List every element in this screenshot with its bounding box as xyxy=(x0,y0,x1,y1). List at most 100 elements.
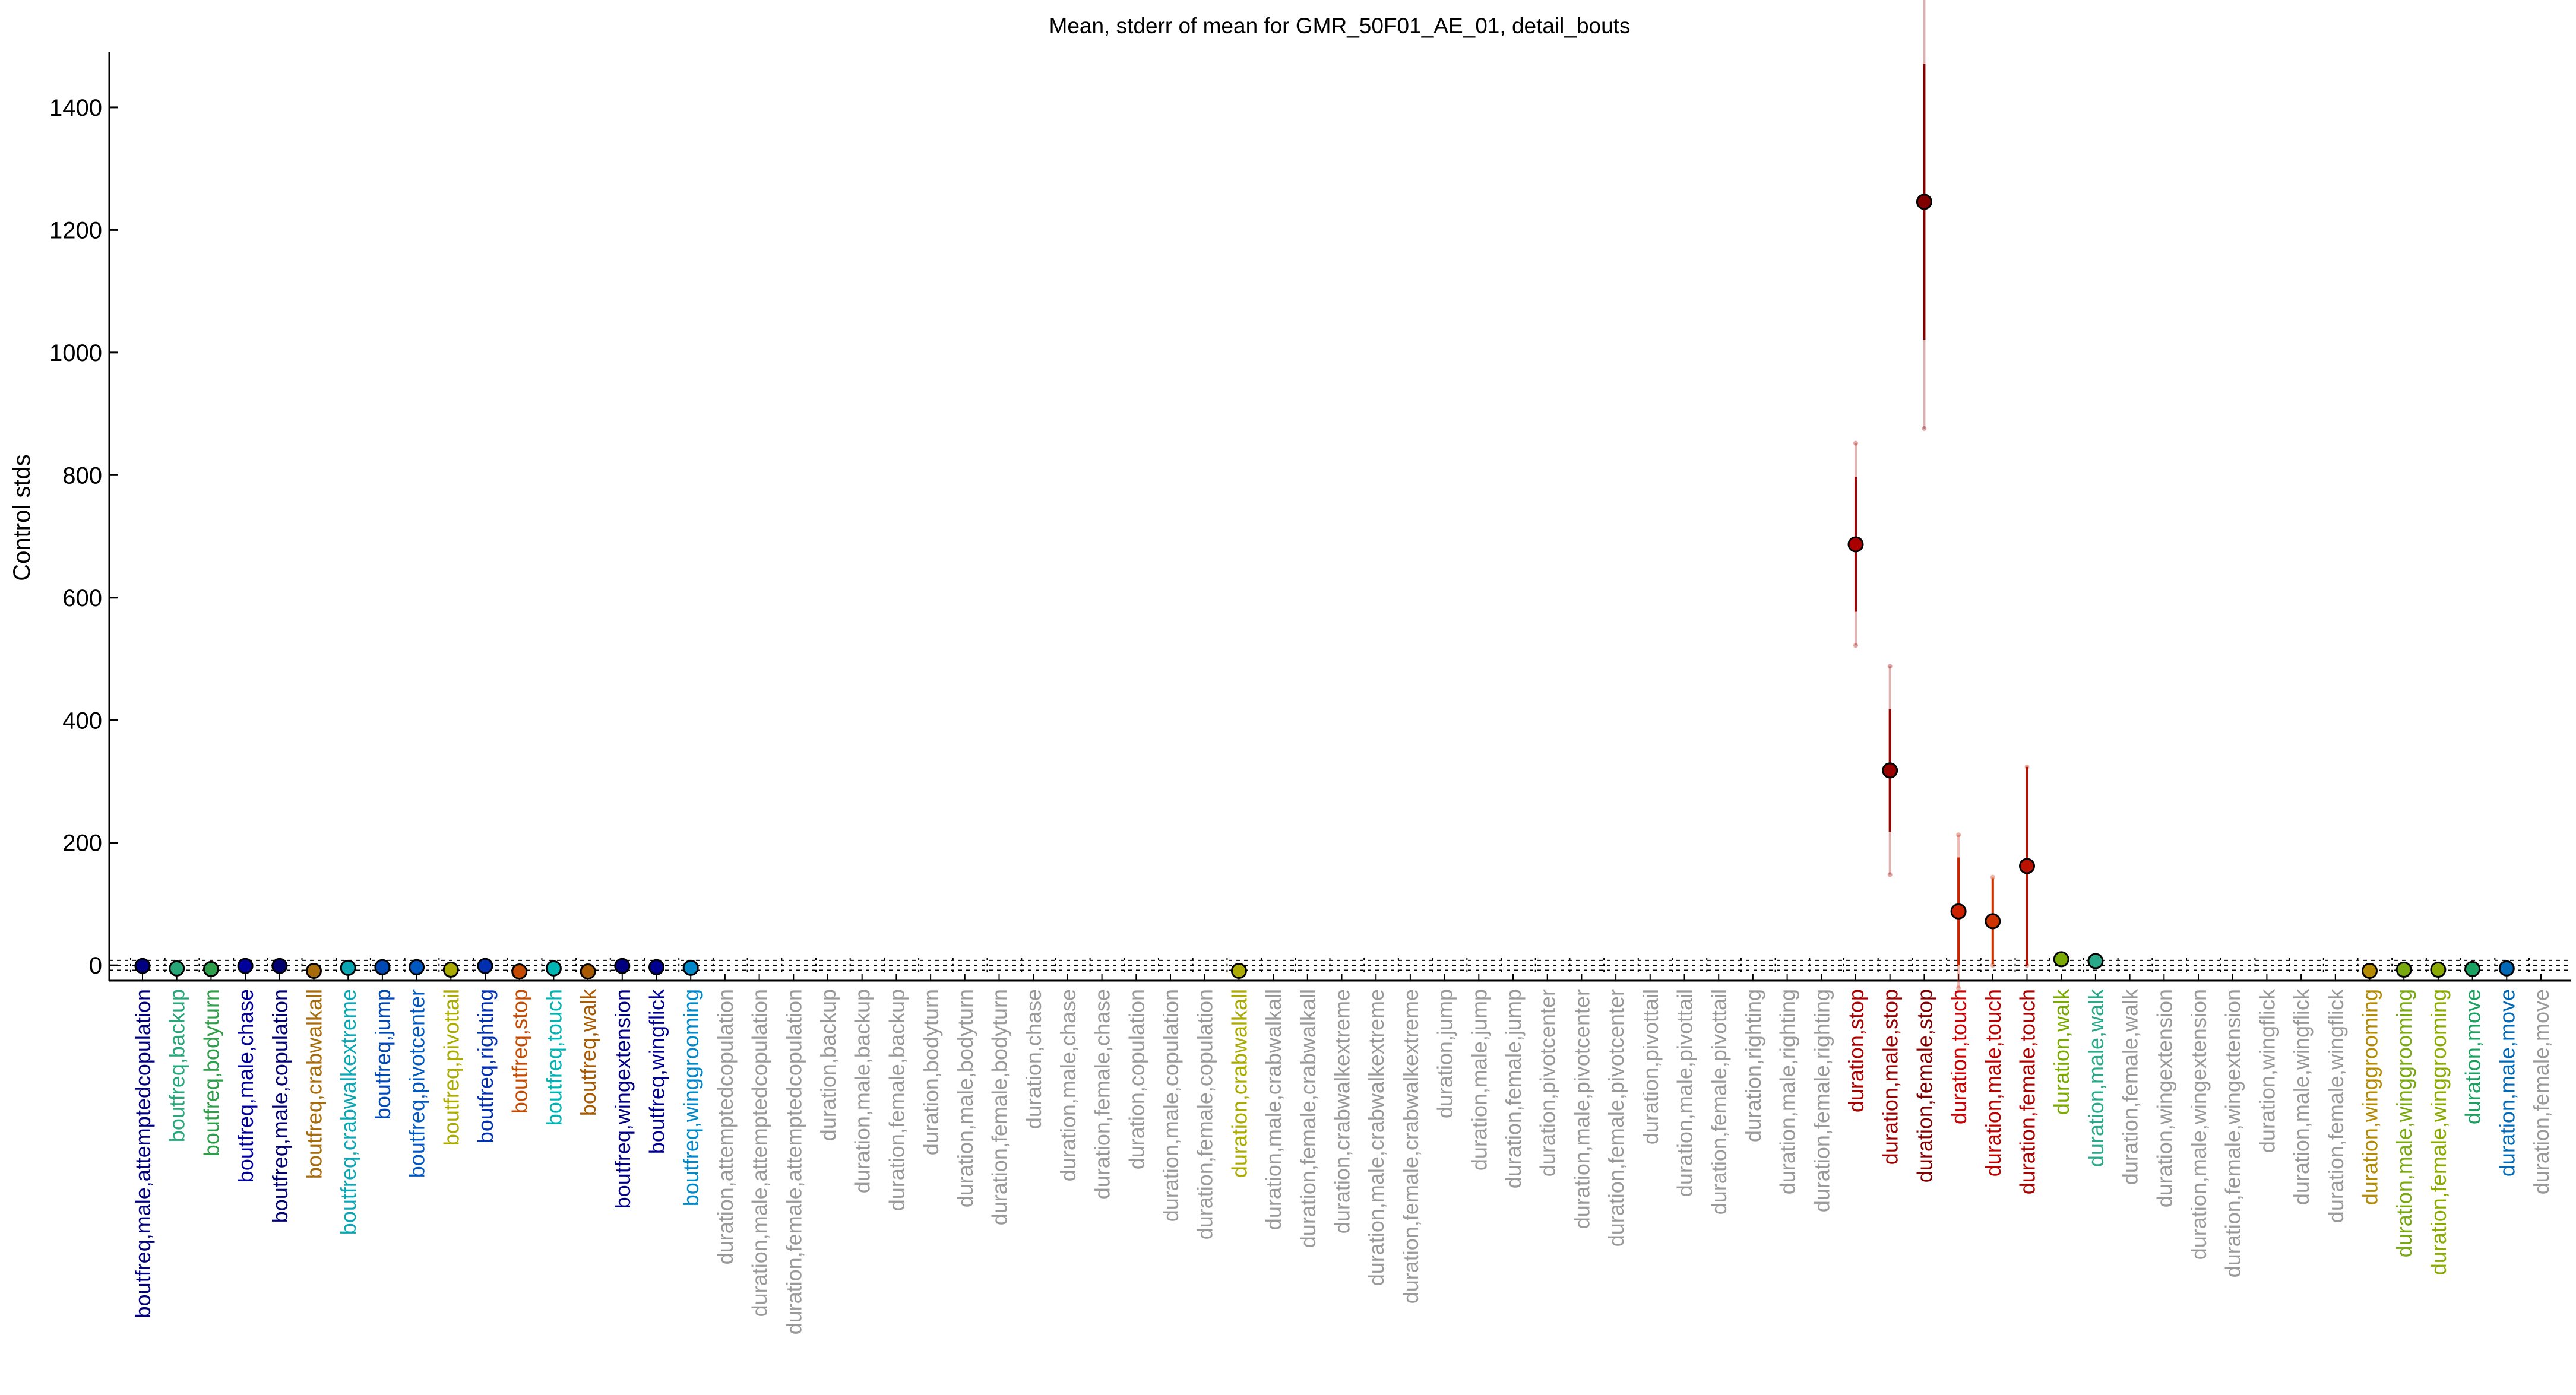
x-tick-label: boutfreq,winggrooming xyxy=(679,989,703,1206)
y-tick-label: 800 xyxy=(62,462,102,489)
x-tick-label: duration,stop xyxy=(1844,989,1868,1112)
error-bar-cap xyxy=(1990,963,1995,968)
x-tick-label: duration,pivotcenter xyxy=(1536,989,1560,1177)
x-tick-label: boutfreq,touch xyxy=(542,989,566,1125)
y-tick-label: 200 xyxy=(62,830,102,857)
x-tick-label: duration,move xyxy=(2461,989,2485,1124)
error-bars xyxy=(1853,0,2030,991)
x-tick-label: duration,female,stop xyxy=(1912,989,1936,1182)
x-tick-label: boutfreq,righting xyxy=(473,989,498,1143)
x-tick-label: duration,crabwalkextreme xyxy=(1330,989,1355,1234)
data-point xyxy=(1950,903,1967,920)
error-bar-cap xyxy=(1990,874,1995,880)
x-tick-label: duration,female,jump xyxy=(1501,989,1526,1188)
x-tick-label: duration,winggrooming xyxy=(2358,989,2382,1205)
x-axis xyxy=(109,974,2571,982)
x-tick-label: boutfreq,male,chase xyxy=(233,989,258,1182)
y-tick-label: 400 xyxy=(62,708,102,734)
data-markers xyxy=(134,194,2515,980)
data-point xyxy=(2395,961,2412,978)
x-tick-label: duration,righting xyxy=(1741,989,1765,1142)
x-tick-label: duration,crabwalkall xyxy=(1227,989,1251,1178)
data-point xyxy=(545,960,562,976)
x-tick-label: duration,pivottail xyxy=(1638,989,1663,1144)
x-tick-labels: boutfreq,male,attemptedcopulation boutfre… xyxy=(131,988,2553,1334)
x-tick-label: duration,female,righting xyxy=(1809,989,1834,1212)
chart-title: Mean, stderr of mean for GMR_50F01_AE_01… xyxy=(1049,14,1631,38)
x-tick-label: boutfreq,male,copulation xyxy=(268,989,292,1223)
data-point xyxy=(442,961,459,978)
error-bar-cap xyxy=(1956,832,1961,838)
y-tick-label: 0 xyxy=(89,953,102,979)
data-point xyxy=(2019,858,2035,874)
data-point xyxy=(2362,962,2378,979)
x-tick-label: duration,wingextension xyxy=(2152,989,2176,1207)
y-tick-label: 1400 xyxy=(49,95,102,121)
data-point xyxy=(237,958,254,974)
error-bar-cap xyxy=(1853,440,1858,446)
x-tick-label: duration,female,crabwalkall xyxy=(1296,989,1320,1248)
x-tick-label: boutfreq,stop xyxy=(508,989,532,1114)
error-bar-cap xyxy=(1887,872,1893,877)
x-tick-label: duration,male,crabwalkextreme xyxy=(1364,989,1388,1286)
data-point xyxy=(271,958,288,974)
x-tick-label: duration,walk xyxy=(2049,988,2074,1115)
x-tick-label: boutfreq,wingflick xyxy=(645,988,669,1154)
x-tick-label: duration,male,crabwalkall xyxy=(1261,989,1286,1230)
x-tick-label: duration,female,wingextension xyxy=(2221,989,2245,1277)
x-tick-label: duration,male,move xyxy=(2495,989,2519,1177)
data-point xyxy=(1985,913,2001,930)
x-tick-label: duration,female,winggrooming xyxy=(2426,989,2451,1275)
data-point xyxy=(1882,762,1898,779)
x-tick-label: duration,male,pivottail xyxy=(1673,989,1697,1197)
x-tick-label: duration,male,wingflick xyxy=(2289,988,2314,1205)
data-point xyxy=(1916,194,1932,210)
x-tick-label: boutfreq,pivottail xyxy=(439,989,463,1146)
x-tick-label: duration,male,righting xyxy=(1776,989,1800,1194)
x-tick-label: boutfreq,crabwalkall xyxy=(302,989,327,1179)
x-tick-label: boutfreq,crabwalkextreme xyxy=(336,989,360,1235)
data-point xyxy=(409,959,425,975)
error-bar-cap xyxy=(1887,664,1893,669)
data-point xyxy=(2430,961,2447,978)
x-tick-label: duration,male,attemptedcopulation xyxy=(748,989,772,1317)
data-point xyxy=(340,959,356,976)
x-tick-label: duration,backup xyxy=(816,989,840,1141)
x-tick-label: duration,female,crabwalkextreme xyxy=(1398,989,1423,1304)
x-tick-label: boutfreq,pivotcenter xyxy=(405,989,429,1178)
x-tick-label: duration,bodyturn xyxy=(919,989,943,1155)
x-tick-label: duration,female,copulation xyxy=(1193,989,1217,1239)
data-point xyxy=(374,959,391,975)
data-point xyxy=(1847,536,1864,553)
x-tick-label: boutfreq,wingextension xyxy=(610,989,635,1209)
x-tick-label: duration,copulation xyxy=(1124,989,1148,1169)
x-tick-label: duration,wingflick xyxy=(2255,988,2279,1153)
y-tick-label: 600 xyxy=(62,585,102,611)
x-tick-label: duration,female,backup xyxy=(884,989,909,1211)
error-bar-cap xyxy=(1956,985,1961,991)
x-tick-label: boutfreq,bodyturn xyxy=(199,989,223,1156)
x-tick-label: duration,male,wingextension xyxy=(2186,989,2211,1260)
data-point xyxy=(169,960,185,976)
error-bar-cap xyxy=(1853,643,1858,648)
data-point xyxy=(477,958,493,974)
data-point xyxy=(2498,960,2515,976)
y-tick-label: 1200 xyxy=(49,217,102,243)
x-tick-label: duration,female,touch xyxy=(2015,989,2040,1194)
x-tick-label: duration,female,pivottail xyxy=(1707,989,1731,1215)
data-point xyxy=(511,963,528,980)
x-tick-label: duration,male,stop xyxy=(1878,989,1903,1165)
x-tick-label: duration,male,copulation xyxy=(1159,989,1183,1222)
y-axis-label: Control stds xyxy=(9,454,35,581)
data-point xyxy=(134,958,151,974)
x-tick-label: boutfreq,walk xyxy=(576,988,600,1116)
x-tick-label: duration,female,chase xyxy=(1090,989,1115,1199)
x-tick-label: duration,female,walk xyxy=(2118,988,2143,1185)
data-point xyxy=(614,958,631,974)
x-tick-label: duration,female,pivotcenter xyxy=(1604,989,1628,1247)
data-point xyxy=(1230,962,1247,979)
data-point xyxy=(2087,953,2104,969)
error-bar-cap xyxy=(1922,426,1927,431)
x-tick-label: duration,male,pivotcenter xyxy=(1569,989,1594,1229)
